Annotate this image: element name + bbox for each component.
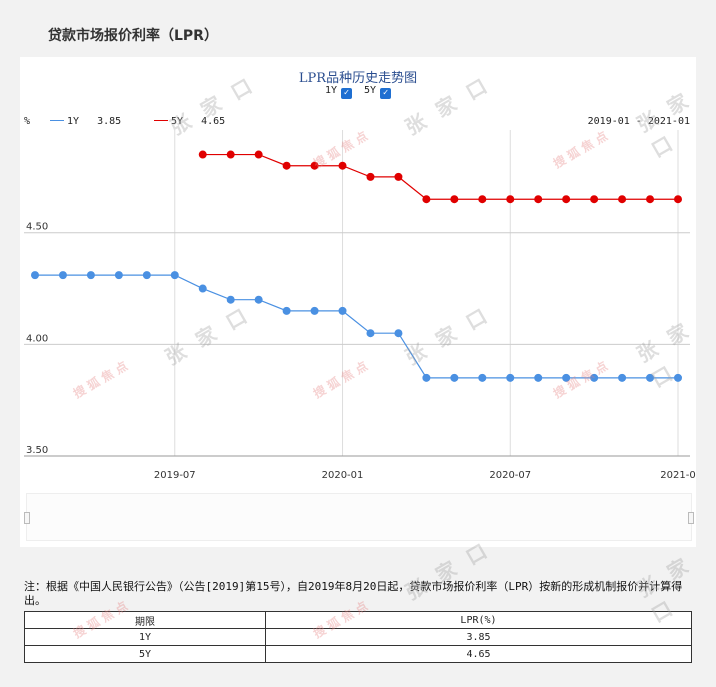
lpr-table: 期限 LPR(%) 1Y 3.85 5Y 4.65 xyxy=(24,611,693,663)
legend-item-1y[interactable]: 1Y 3.85 xyxy=(50,116,121,127)
data-point-1y xyxy=(506,373,515,382)
table-row: 1Y 3.85 xyxy=(24,628,693,646)
data-point-5y xyxy=(254,150,263,159)
data-point-5y xyxy=(646,195,655,204)
navigator-right-handle[interactable] xyxy=(688,512,694,524)
y-tick-label: 3.50 xyxy=(26,445,48,456)
x-tick-label: 2020-07 xyxy=(489,470,531,481)
range-navigator[interactable] xyxy=(24,493,694,541)
header-term: 期限 xyxy=(24,611,266,629)
data-point-5y xyxy=(394,172,403,181)
legend-item-5y[interactable]: 5Y 4.65 xyxy=(154,116,225,127)
footnote: 注：根据《中国人民银行公告》（公告[2019]第15号），自2019年8月20日… xyxy=(24,580,683,607)
data-point-1y xyxy=(646,373,655,382)
toggle-1y-label: 1Y xyxy=(324,85,337,96)
data-point-1y xyxy=(58,271,67,280)
data-point-1y xyxy=(450,373,459,382)
data-point-1y xyxy=(226,295,235,304)
data-point-1y xyxy=(674,373,682,382)
series-line-5y xyxy=(202,153,678,200)
data-point-1y xyxy=(338,306,347,315)
data-point-1y xyxy=(142,271,151,280)
page-title: 贷款市场报价利率（LPR） xyxy=(48,28,218,44)
x-tick-label: 2019-07 xyxy=(154,470,196,481)
data-point-5y xyxy=(226,150,235,159)
data-point-5y xyxy=(338,161,347,170)
y-tick-label: 4.50 xyxy=(26,222,48,233)
data-point-5y xyxy=(450,195,459,204)
data-point-1y xyxy=(366,329,375,338)
checkbox-checked-icon[interactable]: ✓ xyxy=(340,88,352,99)
cell-term: 5Y xyxy=(24,645,266,663)
navigator-left-handle[interactable] xyxy=(24,512,30,524)
data-point-5y xyxy=(562,195,571,204)
cell-term: 1Y xyxy=(24,628,266,646)
data-point-1y xyxy=(422,373,431,382)
data-point-1y xyxy=(254,295,263,304)
data-point-5y xyxy=(310,161,319,170)
data-point-1y xyxy=(618,373,627,382)
data-point-5y xyxy=(590,195,599,204)
data-point-1y xyxy=(86,271,95,280)
x-tick-label: 2020-01 xyxy=(322,470,364,481)
data-point-5y xyxy=(366,172,375,181)
legend-value-5y: 4.65 xyxy=(201,116,226,127)
legend-name-5y: 5Y xyxy=(171,116,184,127)
data-point-1y xyxy=(534,373,543,382)
data-point-1y xyxy=(590,373,599,382)
cell-rate: 4.65 xyxy=(264,645,693,663)
data-point-5y xyxy=(618,195,627,204)
legend-line-icon xyxy=(50,120,64,121)
data-point-1y xyxy=(31,271,39,280)
data-point-1y xyxy=(198,284,207,293)
table-header-row: 期限 LPR(%) xyxy=(24,611,693,629)
data-point-1y xyxy=(170,271,179,280)
data-point-1y xyxy=(394,329,403,338)
legend-value-1y: 3.85 xyxy=(97,116,122,127)
data-point-5y xyxy=(478,195,487,204)
toggle-5y[interactable]: 5Y ✓ xyxy=(364,85,392,99)
data-point-1y xyxy=(478,373,487,382)
y-unit: % xyxy=(24,116,31,127)
series-line-1y xyxy=(35,274,678,379)
cell-rate: 3.85 xyxy=(264,628,693,646)
data-point-1y xyxy=(282,306,291,315)
date-range: 2019-01 - 2021-01 xyxy=(587,116,690,127)
chart-title: LPR品种历史走势图 xyxy=(298,71,418,86)
data-point-5y xyxy=(422,195,431,204)
checkbox-checked-icon[interactable]: ✓ xyxy=(380,88,392,99)
data-point-1y xyxy=(562,373,571,382)
table-row: 5Y 4.65 xyxy=(24,645,693,663)
header-lpr: LPR(%) xyxy=(264,611,693,629)
legend-name-1y: 1Y xyxy=(67,116,80,127)
x-tick-label: 2021-0 xyxy=(660,470,695,481)
data-point-5y xyxy=(674,195,682,204)
data-point-5y xyxy=(506,195,515,204)
data-point-1y xyxy=(114,271,123,280)
line-chart: 2019-07 2020-01 2020-07 2021-0 3.50 4.00 4.50 xyxy=(24,130,696,481)
data-point-5y xyxy=(282,161,291,170)
data-point-1y xyxy=(310,306,319,315)
toggle-5y-label: 5Y xyxy=(364,85,377,96)
series-toggles: 1Y ✓ 5Y ✓ xyxy=(20,85,696,99)
legend-line-icon xyxy=(154,120,168,121)
toggle-1y[interactable]: 1Y ✓ xyxy=(324,85,352,99)
data-point-5y xyxy=(198,150,207,159)
y-tick-label: 4.00 xyxy=(26,333,48,344)
chart-card: LPR品种历史走势图 1Y ✓ 5Y ✓ % 1Y 3.85 5Y 4.65 201… xyxy=(20,57,696,547)
data-point-5y xyxy=(534,195,543,204)
